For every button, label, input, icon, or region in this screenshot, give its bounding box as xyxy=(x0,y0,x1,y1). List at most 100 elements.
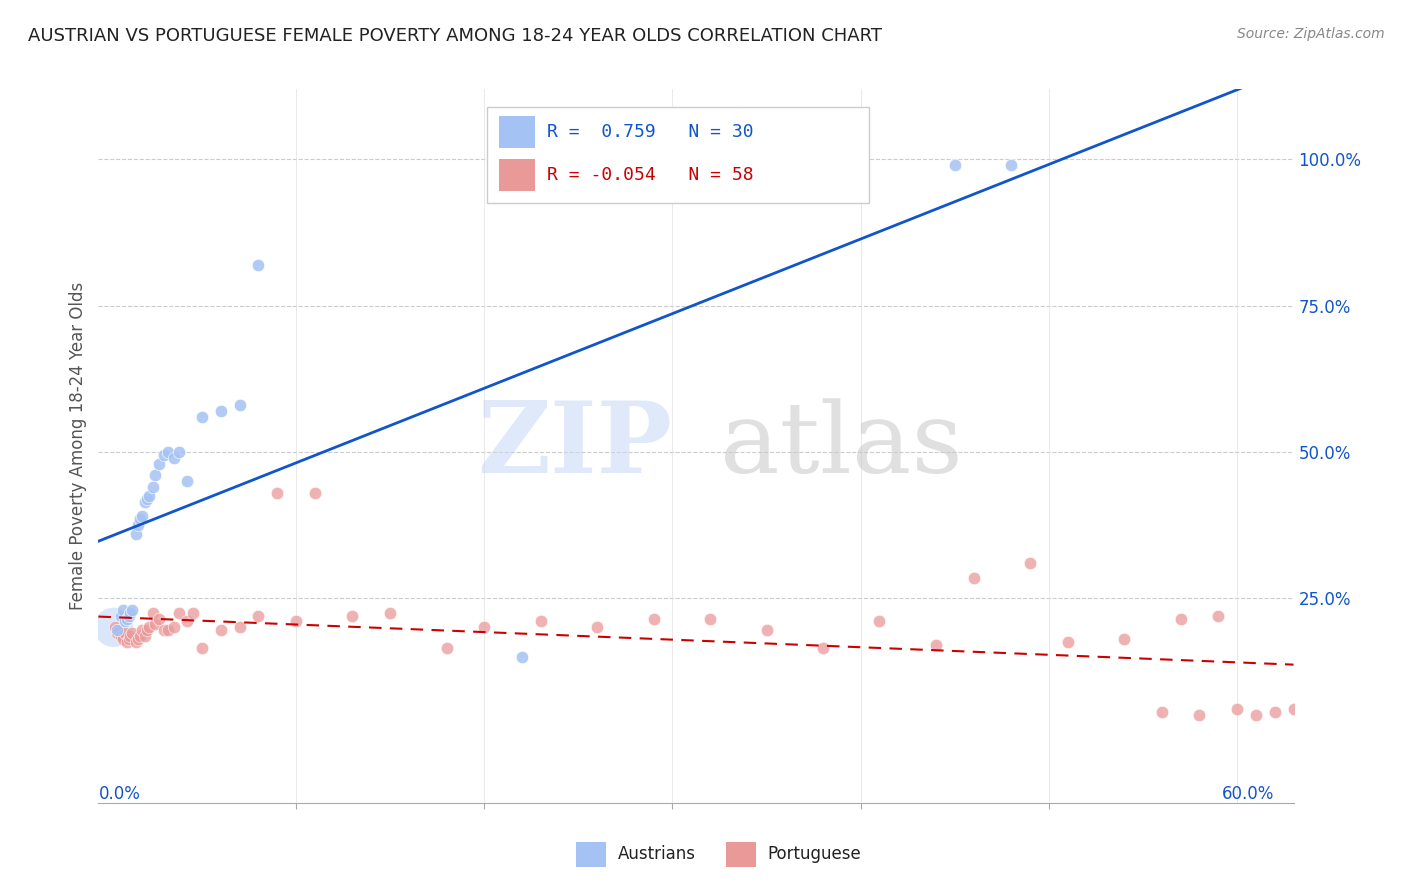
Point xyxy=(153,624,176,638)
Point xyxy=(108,624,131,638)
Text: Portuguese: Portuguese xyxy=(768,846,862,863)
Text: AUSTRIAN VS PORTUGUESE FEMALE POVERTY AMONG 18-24 YEAR OLDS CORRELATION CHART: AUSTRIAN VS PORTUGUESE FEMALE POVERTY AM… xyxy=(28,27,882,45)
Point xyxy=(143,617,166,632)
Point xyxy=(436,640,458,655)
Point xyxy=(1244,708,1267,723)
Point xyxy=(1188,708,1211,723)
Point xyxy=(869,615,891,629)
Text: Source: ZipAtlas.com: Source: ZipAtlas.com xyxy=(1237,27,1385,41)
Point xyxy=(148,457,170,471)
Point xyxy=(510,649,533,664)
Text: R =  0.759   N = 30: R = 0.759 N = 30 xyxy=(547,123,754,141)
Point xyxy=(121,603,143,617)
Point xyxy=(586,620,609,634)
Point xyxy=(136,624,159,638)
Point xyxy=(111,603,134,617)
Point xyxy=(117,632,139,646)
Point xyxy=(943,158,966,172)
Point xyxy=(304,485,326,500)
Point xyxy=(1056,635,1078,649)
Point xyxy=(134,629,156,643)
Point xyxy=(105,626,128,640)
Point xyxy=(1019,556,1042,570)
Point xyxy=(148,611,170,625)
Point xyxy=(105,624,128,638)
Point xyxy=(114,626,136,640)
Point xyxy=(157,445,180,459)
Point xyxy=(342,608,364,623)
Point xyxy=(176,615,198,629)
Point xyxy=(157,624,180,638)
Point xyxy=(1301,699,1323,714)
Point xyxy=(110,629,132,643)
Point xyxy=(131,509,153,524)
Text: 0.0%: 0.0% xyxy=(98,785,141,803)
Text: atlas: atlas xyxy=(720,398,963,494)
Point xyxy=(120,629,142,643)
FancyBboxPatch shape xyxy=(486,107,869,203)
Point xyxy=(209,404,232,418)
Point xyxy=(110,608,132,623)
Point xyxy=(104,620,127,634)
Point xyxy=(163,620,186,634)
Point xyxy=(1150,705,1173,719)
Point xyxy=(755,624,778,638)
Point xyxy=(169,606,191,620)
Point xyxy=(699,611,721,625)
Point xyxy=(191,409,214,424)
Point xyxy=(285,615,308,629)
Point xyxy=(228,620,250,634)
Point xyxy=(138,620,160,634)
Point xyxy=(266,485,288,500)
Point xyxy=(115,611,138,625)
Point xyxy=(127,518,149,533)
Point xyxy=(138,489,160,503)
Point xyxy=(127,632,149,646)
Point xyxy=(378,606,401,620)
Text: 60.0%: 60.0% xyxy=(1222,785,1275,803)
Point xyxy=(1114,632,1136,646)
Point xyxy=(142,606,165,620)
Y-axis label: Female Poverty Among 18-24 Year Olds: Female Poverty Among 18-24 Year Olds xyxy=(69,282,87,610)
Point xyxy=(643,611,665,625)
Text: ZIP: ZIP xyxy=(477,398,672,494)
Point xyxy=(209,624,232,638)
FancyBboxPatch shape xyxy=(576,842,606,867)
Text: R = -0.054   N = 58: R = -0.054 N = 58 xyxy=(547,166,754,184)
Point xyxy=(181,606,204,620)
Point xyxy=(530,615,553,629)
Point xyxy=(143,468,166,483)
Point xyxy=(1000,158,1022,172)
Point xyxy=(114,615,136,629)
Point xyxy=(163,450,186,465)
FancyBboxPatch shape xyxy=(499,116,534,148)
Point xyxy=(136,491,159,506)
Point xyxy=(117,608,139,623)
Point xyxy=(103,620,125,634)
Point xyxy=(962,571,984,585)
Point xyxy=(472,620,495,634)
Point xyxy=(169,445,191,459)
Point xyxy=(1170,611,1192,625)
Point xyxy=(228,398,250,412)
Point xyxy=(142,480,165,494)
Point xyxy=(191,640,214,655)
Point xyxy=(153,448,176,462)
Point xyxy=(111,632,134,646)
Point xyxy=(1264,705,1286,719)
Point xyxy=(134,494,156,508)
Point xyxy=(128,512,150,526)
Point xyxy=(247,608,270,623)
Point xyxy=(247,258,270,272)
FancyBboxPatch shape xyxy=(499,159,534,191)
Point xyxy=(115,635,138,649)
Text: Austrians: Austrians xyxy=(619,846,696,863)
Point xyxy=(125,635,148,649)
Point xyxy=(925,638,948,652)
Point xyxy=(176,474,198,488)
Point xyxy=(121,626,143,640)
Point xyxy=(120,606,142,620)
Point xyxy=(125,526,148,541)
FancyBboxPatch shape xyxy=(725,842,756,867)
Point xyxy=(1282,702,1305,716)
